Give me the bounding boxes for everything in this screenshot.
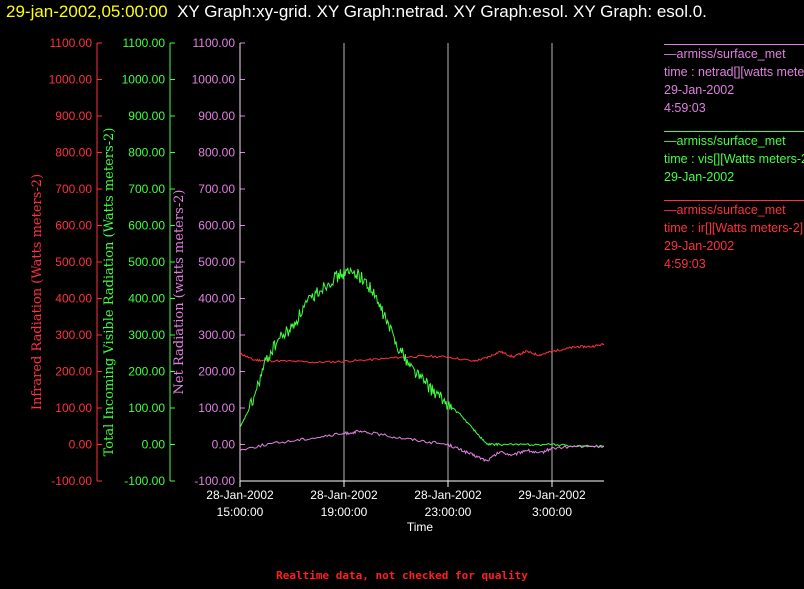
- legend-date: 29-Jan-2002: [664, 170, 735, 184]
- netrad-tick-label: 600.00: [198, 219, 235, 233]
- quality-notice: Realtime data, not checked for quality: [276, 569, 528, 582]
- netrad-tick-label: -100.00: [194, 474, 235, 488]
- vis-axis-label: Total Incoming Visible Radiation (Watts …: [102, 128, 117, 457]
- legend-divider: [664, 131, 804, 132]
- vis-tick-label: 500.00: [128, 255, 165, 269]
- vis-tick-label: -100.00: [124, 474, 165, 488]
- ir-tick-label: 300.00: [55, 328, 92, 342]
- ir-tick-label: 0.00: [69, 438, 93, 452]
- netrad-tick-label: 1100.00: [193, 36, 236, 50]
- ir-tick-label: 1000.00: [49, 73, 93, 87]
- series-line-vis: [239, 266, 605, 449]
- ir-tick-label: 800.00: [55, 146, 92, 160]
- legend-date: 29-Jan-2002: [664, 83, 735, 97]
- vis-tick-label: 600.00: [128, 219, 165, 233]
- ir-tick-label: 400.00: [55, 292, 92, 306]
- ir-tick-label: 700.00: [55, 182, 92, 196]
- legend-source: —armiss/surface_met: [664, 203, 786, 217]
- ir-tick-label: 200.00: [55, 365, 92, 379]
- vis-tick-label: 900.00: [128, 109, 165, 123]
- netrad-tick-label: 200.00: [198, 365, 235, 379]
- ir-tick-label: 100.00: [55, 401, 92, 415]
- vis-tick-label: 700.00: [128, 182, 165, 196]
- netrad-tick-label: 0.00: [212, 438, 236, 452]
- vis-tick-label: 300.00: [128, 328, 165, 342]
- legend-divider: [664, 44, 804, 45]
- ir-tick-label: 600.00: [55, 219, 92, 233]
- netrad-tick-label: 100.00: [198, 401, 235, 415]
- legend-time: 4:59:03: [664, 257, 706, 271]
- legend-date: 29-Jan-2002: [664, 239, 735, 253]
- ir-tick-label: 900.00: [55, 109, 92, 123]
- vis-tick-label: 1000.00: [122, 73, 166, 87]
- x-tick-label-time: 15:00:00: [217, 505, 264, 519]
- x-axis-label: Time: [407, 520, 434, 534]
- vis-tick-label: 0.00: [142, 438, 166, 452]
- x-tick-label-time: 19:00:00: [321, 505, 368, 519]
- legend-time: 4:59:03: [664, 101, 706, 115]
- x-tick-label-date: 29-Jan-2002: [518, 488, 586, 502]
- x-tick-label-date: 28-Jan-2002: [310, 488, 378, 502]
- legend-divider: [664, 200, 804, 201]
- ir-tick-label: 500.00: [55, 255, 92, 269]
- chart-title: 29-jan-2002,05:00:00 XY Graph:xy-grid. X…: [6, 2, 796, 22]
- series-line-ir: [239, 342, 605, 364]
- title-text: XY Graph:xy-grid. XY Graph:netrad. XY Gr…: [177, 2, 707, 21]
- netrad-tick-label: 1000.00: [192, 73, 236, 87]
- vis-tick-label: 400.00: [128, 292, 165, 306]
- legend-source: —armiss/surface_met: [664, 47, 786, 61]
- ir-tick-label: -100.00: [51, 474, 92, 488]
- ir-tick-label: 1100.00: [50, 36, 93, 50]
- vis-tick-label: 100.00: [128, 401, 165, 415]
- vis-tick-label: 200.00: [128, 365, 165, 379]
- legend-desc: time : vis[][Watts meters-2]: [664, 152, 804, 166]
- legend-desc: time : netrad[][watts meters-2]: [664, 65, 804, 79]
- title-timestamp: 29-jan-2002,05:00:00: [6, 2, 168, 21]
- vis-tick-label: 800.00: [128, 146, 165, 160]
- series-line-netrad: [239, 429, 605, 462]
- netrad-tick-label: 800.00: [198, 146, 235, 160]
- x-tick-label-time: 23:00:00: [425, 505, 472, 519]
- vis-tick-label: 1100.00: [123, 36, 166, 50]
- x-tick-label-time: 3:00:00: [532, 505, 572, 519]
- netrad-axis-label: Net Radiation (watts meters-2): [172, 190, 187, 395]
- ir-axis-label: Infrared Radiation (Watts meters-2): [30, 174, 45, 410]
- netrad-tick-label: 500.00: [198, 255, 235, 269]
- x-tick-label-date: 28-Jan-2002: [414, 488, 482, 502]
- netrad-tick-label: 300.00: [198, 328, 235, 342]
- legend-desc: time : ir[][Watts meters-2]: [664, 221, 804, 235]
- netrad-tick-label: 700.00: [198, 182, 235, 196]
- netrad-tick-label: 900.00: [198, 109, 235, 123]
- netrad-tick-label: 400.00: [198, 292, 235, 306]
- legend-source: —armiss/surface_met: [664, 134, 786, 148]
- x-tick-label-date: 28-Jan-2002: [206, 488, 274, 502]
